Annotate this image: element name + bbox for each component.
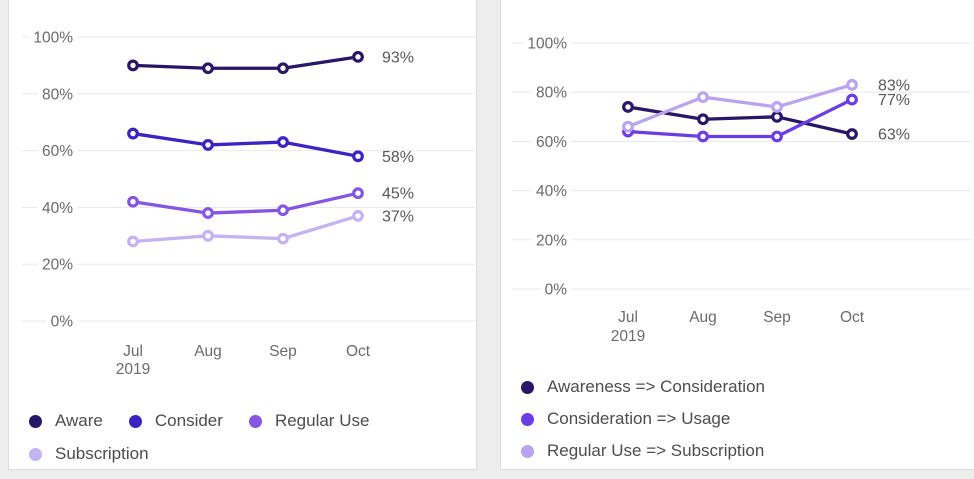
data-point-marker[interactable]	[277, 62, 289, 75]
funnel-conversion-chart-card: 100% 80% 60% 40% 20% 0% Jul 2019 Aug Sep Oct 63% 77%…	[500, 0, 974, 470]
legend-item-subscription[interactable]: Subscription	[29, 444, 149, 464]
y-axis-tick-label: 20%	[536, 232, 567, 249]
y-axis-tick-label: 100%	[33, 30, 73, 47]
y-axis-tick-label: 80%	[42, 86, 73, 103]
legend-dot-icon	[29, 447, 42, 461]
data-point-marker[interactable]	[352, 187, 364, 200]
data-point-marker[interactable]	[202, 62, 214, 75]
legend-label: Regular Use	[274, 411, 370, 430]
legend-item-regular-use[interactable]: Regular Use	[248, 411, 370, 431]
data-point-marker[interactable]	[127, 127, 139, 140]
x-axis-tick-label: Oct	[346, 343, 371, 360]
legend-item-consideration-usage[interactable]: Consideration => Usage	[521, 409, 730, 429]
data-point-marker[interactable]	[127, 235, 139, 248]
legend-dot-icon	[29, 414, 42, 428]
x-axis-tick-label: 2019	[611, 328, 645, 345]
y-axis-tick-label: 0%	[545, 282, 568, 299]
y-axis-tick-label: 0%	[51, 314, 74, 331]
legend-dot-icon	[521, 380, 534, 394]
data-point-marker[interactable]	[202, 139, 214, 151]
y-axis-tick-label: 80%	[536, 85, 567, 102]
legend-item-aware[interactable]: Aware	[29, 411, 103, 431]
data-point-marker[interactable]	[697, 130, 709, 143]
y-axis-tick-label: 100%	[527, 36, 567, 53]
legend-item-consider[interactable]: Consider	[128, 411, 223, 431]
data-point-marker[interactable]	[277, 136, 289, 148]
funnel-levels-legend: Aware Consider Regular Use Subscription	[9, 411, 449, 464]
data-point-marker[interactable]	[846, 93, 858, 106]
y-axis-tick-label: 40%	[42, 200, 73, 217]
data-point-marker[interactable]	[697, 113, 709, 126]
data-point-marker[interactable]	[771, 110, 783, 123]
x-axis-tick-label: Aug	[689, 309, 717, 326]
legend-label: Subscription	[55, 444, 149, 463]
series-line	[131, 191, 360, 215]
series-line	[131, 131, 360, 158]
data-point-marker[interactable]	[846, 78, 858, 91]
legend-label: Regular Use => Subscription	[547, 441, 765, 460]
series-end-value-label: 63%	[878, 127, 910, 144]
legend-dot-icon	[521, 412, 534, 426]
funnel-conversion-legend: Awareness => Consideration Consideration …	[501, 377, 765, 461]
series-end-value-label: 83%	[878, 77, 910, 94]
series-end-value-label: 93%	[382, 49, 414, 66]
y-axis-tick-label: 60%	[42, 143, 73, 160]
series-line	[626, 105, 854, 136]
series-line	[626, 97, 854, 139]
x-axis-tick-label: Sep	[269, 343, 297, 360]
series-end-value-label: 37%	[382, 208, 414, 225]
funnel-levels-chart-card: 100% 80% 60% 40% 20% 0% Jul 2019 Aug Sep Oct 93% 58%…	[8, 0, 477, 470]
legend-label: Awareness => Consideration	[547, 377, 765, 396]
x-axis-tick-label: Oct	[840, 309, 865, 326]
funnel-conversion-line-chart[interactable]: 100% 80% 60% 40% 20% 0% Jul 2019 Aug Sep Oct 63% 77%…	[501, 0, 974, 350]
y-axis-tick-label: 60%	[536, 134, 567, 151]
legend-item-regular-use-subscription[interactable]: Regular Use => Subscription	[521, 441, 764, 461]
series-end-value-label: 58%	[382, 149, 414, 166]
data-point-marker[interactable]	[352, 50, 364, 63]
data-point-marker[interactable]	[622, 120, 634, 133]
data-point-marker[interactable]	[352, 210, 364, 222]
data-point-marker[interactable]	[771, 101, 783, 113]
data-point-marker[interactable]	[771, 130, 783, 143]
legend-label: Consider	[154, 411, 223, 430]
legend-dot-icon	[521, 444, 534, 458]
data-point-marker[interactable]	[202, 229, 214, 242]
data-point-marker[interactable]	[127, 59, 139, 72]
series-line	[131, 214, 360, 244]
legend-label: Consideration => Usage	[547, 409, 731, 428]
legend-item-awareness-consideration[interactable]: Awareness => Consideration	[521, 377, 765, 397]
x-axis-tick-label: Jul	[123, 343, 143, 360]
y-axis-tick-label: 20%	[42, 257, 73, 274]
y-axis-tick-label: 40%	[536, 183, 567, 200]
series-end-value-label: 45%	[382, 186, 414, 203]
x-axis-tick-label: 2019	[116, 361, 150, 378]
data-point-marker[interactable]	[277, 204, 289, 217]
data-point-marker[interactable]	[127, 195, 139, 208]
data-point-marker[interactable]	[352, 150, 364, 163]
data-point-marker[interactable]	[277, 232, 289, 245]
series-line	[626, 83, 854, 129]
legend-label: Aware	[55, 411, 103, 430]
legend-dot-icon	[128, 414, 142, 428]
series-line	[131, 55, 360, 70]
x-axis-tick-label: Jul	[618, 309, 638, 326]
data-point-marker[interactable]	[697, 91, 709, 104]
x-axis-tick-label: Sep	[763, 309, 791, 326]
legend-dot-icon	[248, 414, 262, 428]
data-point-marker[interactable]	[846, 128, 858, 140]
data-point-marker[interactable]	[622, 101, 634, 113]
data-point-marker[interactable]	[202, 207, 214, 219]
x-axis-tick-label: Aug	[194, 343, 222, 360]
series-end-value-label: 77%	[878, 92, 910, 109]
